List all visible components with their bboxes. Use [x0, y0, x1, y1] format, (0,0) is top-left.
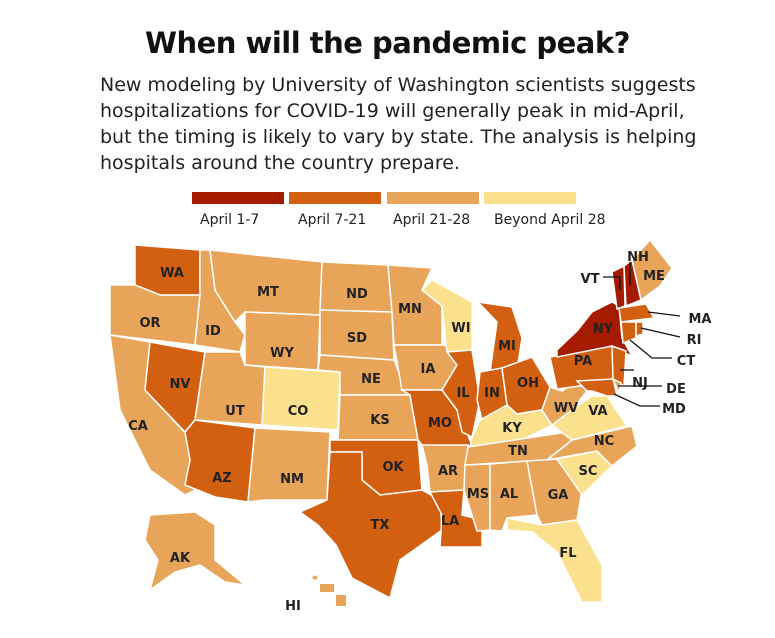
- state-label: RI: [687, 333, 702, 348]
- state-hi-island: [336, 595, 346, 606]
- state-label: WY: [270, 346, 294, 361]
- callout-line: [640, 327, 681, 338]
- legend-label: April 7-21: [298, 212, 367, 228]
- state-label: AZ: [212, 471, 232, 486]
- state-label: NY: [593, 322, 614, 337]
- state-mi: [475, 300, 523, 373]
- state-label: MS: [467, 487, 489, 502]
- state-label: TX: [371, 518, 390, 533]
- callout-line: [629, 339, 672, 359]
- state-me: [631, 238, 673, 302]
- map-title: When will the pandemic peak?: [145, 26, 630, 60]
- state-label: CO: [288, 404, 309, 419]
- legend-swatch: [289, 192, 381, 204]
- state-label: MT: [257, 285, 279, 300]
- state-wy: [244, 311, 321, 371]
- state-label: NM: [280, 472, 304, 487]
- state-label: OH: [517, 376, 539, 391]
- state-label: MI: [498, 339, 516, 354]
- state-label: CA: [128, 419, 148, 434]
- legend-label: April 1-7: [200, 212, 260, 228]
- state-label: FL: [559, 546, 576, 561]
- state-label: NJ: [632, 376, 648, 391]
- state-label: NC: [594, 434, 614, 449]
- state-tx: [298, 451, 443, 600]
- legend-label: Beyond April 28: [494, 212, 606, 228]
- state-label: AR: [438, 464, 458, 479]
- state-label: NV: [170, 377, 191, 392]
- state-label: MO: [428, 416, 452, 431]
- state-label: VT: [581, 272, 600, 287]
- state-label: ID: [205, 324, 221, 339]
- legend-item: April 1-7: [192, 192, 284, 228]
- state-label: OK: [382, 460, 404, 475]
- state-label: ND: [346, 287, 368, 302]
- state-ak: [144, 511, 248, 592]
- subtitle: New modeling by University of Washington…: [100, 72, 740, 176]
- legend-item: April 21-28: [387, 192, 479, 228]
- state-label: HI: [285, 599, 301, 614]
- state-label: AL: [500, 487, 518, 502]
- state-ma: [618, 303, 656, 323]
- state-label: NE: [361, 372, 381, 387]
- state-de: [611, 377, 622, 396]
- state-md: [575, 378, 618, 397]
- state-label: IA: [421, 362, 436, 377]
- state-label: IL: [456, 386, 469, 401]
- state-label: KY: [502, 421, 522, 436]
- state-la: [428, 489, 483, 548]
- state-label: MA: [689, 312, 712, 327]
- state-label: AK: [170, 551, 191, 566]
- state-hi-island: [320, 584, 334, 592]
- state-label: MN: [398, 302, 422, 317]
- state-az: [184, 419, 256, 503]
- state-label: SD: [347, 331, 367, 346]
- callout-line: [647, 311, 681, 317]
- legend-swatch: [387, 192, 479, 204]
- state-fl: [506, 517, 603, 603]
- subtitle-line: New modeling by University of Washington…: [100, 74, 696, 96]
- callout-line: [613, 393, 660, 407]
- state-label: UT: [225, 404, 245, 419]
- subtitle-line: but the timing is likely to vary by stat…: [100, 126, 697, 148]
- callout-line: [603, 276, 621, 290]
- state-label: GA: [548, 488, 569, 503]
- state-label: ME: [643, 269, 665, 284]
- state-label: NH: [627, 250, 649, 265]
- legend-item: April 7-21: [289, 192, 381, 228]
- state-label: OR: [139, 316, 160, 331]
- state-label: WI: [451, 321, 470, 336]
- state-label: CT: [677, 354, 696, 369]
- state-label: TN: [508, 444, 528, 459]
- state-label: PA: [574, 354, 592, 369]
- state-label: WV: [554, 401, 578, 416]
- state-hi: [311, 574, 319, 581]
- legend-item: Beyond April 28: [484, 192, 606, 228]
- state-il: [441, 349, 481, 439]
- legend-label: April 21-28: [393, 212, 471, 228]
- state-label: SC: [579, 464, 598, 479]
- state-label: WA: [160, 266, 184, 281]
- state-label: LA: [441, 514, 459, 529]
- state-label: DE: [666, 382, 686, 397]
- state-mn: [387, 264, 443, 346]
- state-ri: [635, 321, 644, 337]
- state-ct: [620, 321, 637, 345]
- legend-swatch: [484, 192, 576, 204]
- legend-swatch: [192, 192, 284, 204]
- state-label: MD: [662, 402, 686, 417]
- subtitle-line: hospitalizations for COVID-19 will gener…: [100, 100, 685, 122]
- state-label: VA: [588, 404, 607, 419]
- state-label: KS: [370, 413, 389, 428]
- subtitle-line: hospitals around the country prepare.: [100, 152, 460, 174]
- state-nm: [247, 427, 331, 503]
- state-co: [261, 366, 341, 431]
- state-label: IN: [484, 386, 500, 401]
